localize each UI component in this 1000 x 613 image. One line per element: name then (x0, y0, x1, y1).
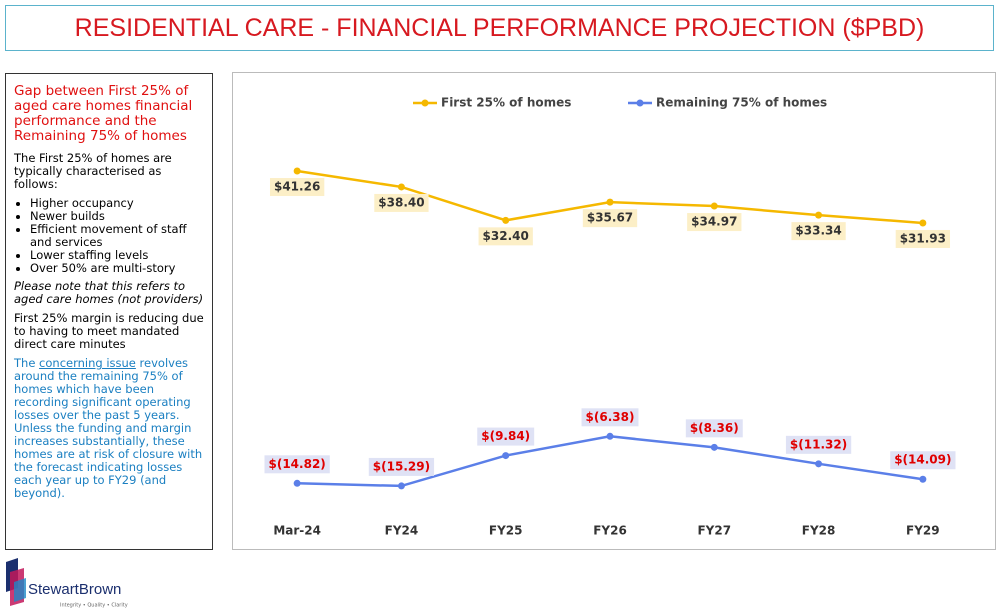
x-tick-label: Mar-24 (273, 524, 321, 538)
point (293, 479, 301, 487)
point (710, 202, 718, 210)
x-tick-label: FY27 (697, 524, 731, 538)
label-bg (477, 427, 535, 446)
x-tick-label: FY24 (385, 524, 419, 538)
value-label: $(11.32) (790, 437, 847, 451)
value-label: $(15.29) (373, 459, 430, 473)
label-bg (368, 457, 435, 476)
value-label: $(14.82) (269, 457, 326, 471)
bullet: Lower staffing levels (30, 249, 204, 262)
value-label: $35.67 (587, 211, 633, 225)
x-tick-label: FY25 (489, 524, 523, 538)
point (397, 482, 405, 490)
bullet: Higher occupancy (30, 197, 204, 210)
sidebar: Gap between First 25% of aged care homes… (5, 73, 213, 550)
label-bg (269, 178, 325, 197)
logo-shape (14, 578, 26, 602)
label-bg (374, 193, 429, 212)
chart: Mar-24 FY24 FY25 FY26 FY27 FY28 FY29 First 25% … (232, 72, 996, 550)
value-label: $(8.36) (690, 421, 739, 435)
label-bg (687, 213, 742, 232)
legend-label: First 25% of homes (441, 96, 571, 110)
slide-title: RESIDENTIAL CARE - FINANCIAL PERFORMANCE… (5, 5, 994, 51)
legend-marker (421, 99, 429, 107)
legend-marker (636, 99, 644, 107)
label-bg (581, 408, 639, 427)
sidebar-margin: First 25% margin is reducing due to havi… (14, 311, 204, 351)
label-bg (785, 435, 852, 454)
bullet-list: Higher occupancy Newer builds Efficient … (14, 197, 204, 275)
point (919, 475, 927, 483)
logo: StewartBrown Integrity • Quality • Clari… (6, 558, 128, 609)
value-label: $38.40 (378, 195, 424, 209)
sidebar-heading: Gap between First 25% of aged care homes… (14, 83, 193, 144)
text: The (14, 356, 40, 370)
value-label: $32.40 (483, 229, 529, 243)
text: revolves around the remaining 75% of hom… (14, 356, 203, 500)
point (502, 452, 510, 460)
sidebar-note: Please note that this refers to aged car… (14, 279, 204, 306)
value-label: $(9.84) (481, 429, 530, 443)
value-label: $(6.38) (586, 410, 635, 424)
label-bg (582, 209, 638, 228)
label-bg (895, 229, 951, 248)
value-label: $31.93 (900, 231, 946, 245)
point (815, 460, 823, 468)
value-label: $41.26 (274, 180, 320, 194)
bullet: Efficient movement of staff and services (30, 223, 204, 249)
point (293, 167, 301, 175)
bullet: Over 50% are multi-story (30, 262, 204, 275)
label-bg (264, 455, 330, 474)
label-bg (478, 227, 533, 246)
label-bg (890, 451, 956, 470)
point (397, 183, 405, 191)
value-label: $33.34 (795, 224, 841, 238)
legend-label: Remaining 75% of homes (656, 96, 827, 110)
label-bg (791, 222, 846, 241)
x-tick-label: FY26 (593, 524, 627, 538)
value-label: $34.97 (691, 215, 737, 229)
text: concerning issue (39, 356, 136, 370)
point (606, 198, 614, 206)
point (606, 432, 614, 440)
x-tick-label: FY29 (906, 524, 940, 538)
logo-tagline: Integrity • Quality • Clarity (60, 603, 128, 609)
point (502, 216, 510, 224)
sidebar-issue: The concerning issue revolves around the… (14, 357, 204, 500)
value-label: $(14.09) (894, 453, 951, 467)
point (815, 211, 823, 219)
point (919, 219, 927, 227)
point (710, 443, 718, 451)
logo-name: StewartBrown (28, 581, 121, 598)
sidebar-intro: The First 25% of homes are typically cha… (14, 151, 172, 191)
x-tick-label: FY28 (802, 524, 836, 538)
label-bg (685, 419, 743, 438)
bullet: Newer builds (30, 210, 204, 223)
